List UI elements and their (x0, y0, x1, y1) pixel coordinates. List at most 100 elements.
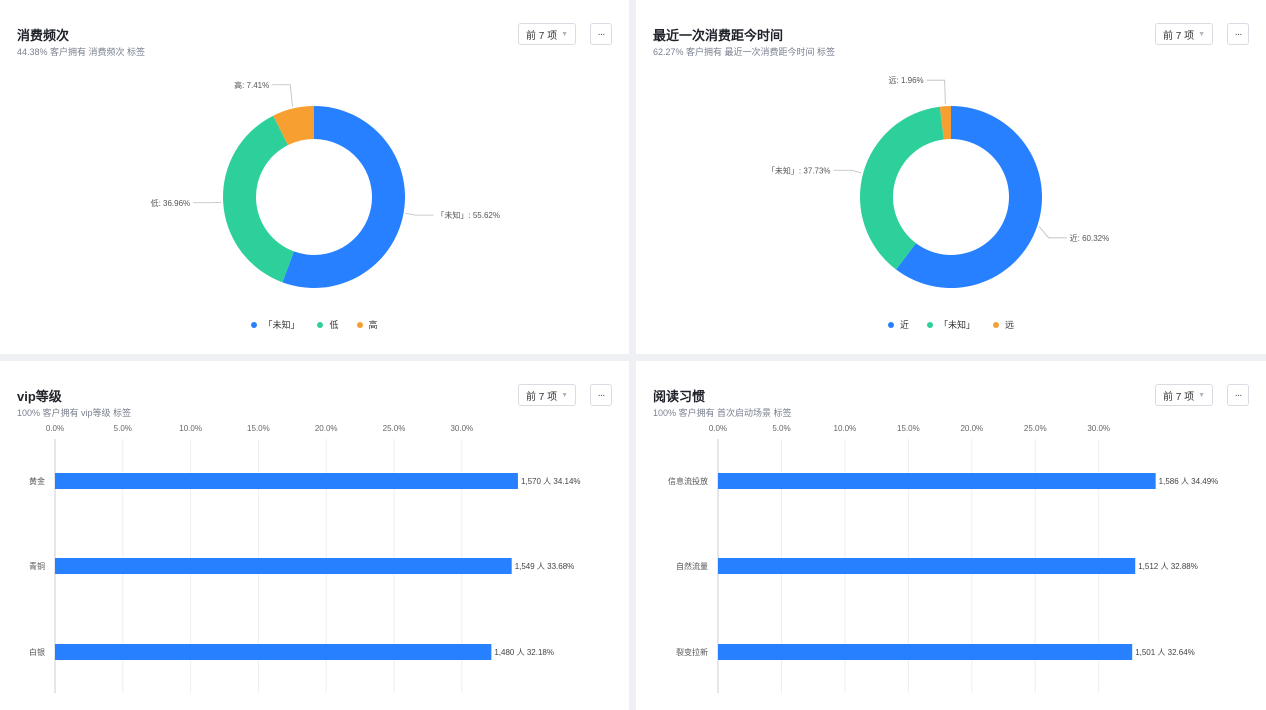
top-n-dropdown[interactable]: 前 7 项 ▼ (518, 384, 576, 406)
more-options-button[interactable]: ··· (590, 23, 612, 45)
card-title: 最近一次消费距今时间 (653, 28, 784, 43)
chevron-down-icon: ▼ (1198, 30, 1206, 38)
bar[interactable] (718, 644, 1133, 660)
bar[interactable] (55, 558, 512, 574)
card-title: 阅读习惯 (653, 389, 706, 404)
label-leader-line (193, 201, 222, 204)
x-tick-label: 10.0% (834, 424, 857, 433)
bar-value-label: 1,570 人 34.14% (521, 477, 581, 486)
more-options-button[interactable]: ··· (590, 384, 612, 406)
slice-label: 「未知」: 55.62% (436, 210, 500, 220)
bar-value-label: 1,586 人 34.49% (1159, 477, 1219, 486)
card-subtitle: 100% 客户拥有 首次启动场景 标签 (653, 408, 792, 418)
legend-label: 低 (329, 320, 339, 330)
legend-dot-icon (251, 321, 258, 328)
x-tick-label: 15.0% (247, 424, 270, 433)
top-n-dropdown[interactable]: 前 7 项 ▼ (1155, 23, 1213, 45)
top-n-dropdown[interactable]: 前 7 项 ▼ (1155, 384, 1213, 406)
slice-label: 高: 7.41% (234, 80, 269, 90)
x-tick-label: 30.0% (1087, 424, 1110, 433)
bar[interactable] (55, 644, 492, 660)
x-tick-label: 20.0% (315, 424, 338, 433)
x-tick-label: 15.0% (897, 424, 920, 433)
top-n-label: 前 7 项 (525, 391, 558, 403)
chevron-down-icon: ▼ (561, 391, 569, 399)
more-options-button[interactable]: ··· (1227, 384, 1249, 406)
bar-value-label: 1,512 人 32.88% (1138, 562, 1198, 571)
legend-item[interactable]: 高 (356, 318, 378, 331)
more-icon: ··· (1234, 28, 1243, 40)
category-label: 白银 (29, 647, 45, 657)
legend-item[interactable]: 「未知」 (926, 318, 975, 331)
card-reading-habits: 阅读习惯 100% 客户拥有 首次启动场景 标签 前 7 项 ▼ ··· 0.0… (636, 361, 1266, 710)
more-icon: ··· (597, 28, 606, 40)
bar-value-label: 1,501 人 32.64% (1135, 648, 1195, 657)
card-last-purchase-recency: 最近一次消费距今时间 62.27% 客户拥有 最近一次消费距今时间 标签 前 7… (636, 0, 1266, 354)
chevron-down-icon: ▼ (561, 30, 569, 38)
category-label: 青铜 (29, 561, 45, 571)
top-n-label: 前 7 项 (1162, 391, 1195, 403)
label-leader-line (926, 79, 946, 105)
bar-value-label: 1,549 人 33.68% (515, 562, 575, 571)
bar[interactable] (55, 473, 518, 489)
card-vip-level: vip等级 100% 客户拥有 vip等级 标签 前 7 项 ▼ ··· 0.0… (0, 361, 629, 710)
donut-slice[interactable] (273, 106, 314, 146)
donut-chart: 「未知」: 55.62% 低: 36.96% 高: 7.41% (151, 80, 500, 288)
label-leader-line (833, 169, 862, 174)
label-leader-line (272, 84, 293, 107)
slice-label: 近: 60.32% (1070, 233, 1110, 243)
slice-label: 低: 36.96% (151, 198, 191, 208)
legend-dot-icon (887, 321, 894, 328)
card-title: vip等级 (17, 389, 62, 404)
category-label: 信息流投放 (668, 476, 708, 486)
x-tick-label: 5.0% (114, 424, 132, 433)
card-consumption-frequency: 消费频次 44.38% 客户拥有 消费频次 标签 前 7 项 ▼ ··· 「未知… (0, 0, 629, 354)
legend-item[interactable]: 「未知」 (251, 318, 299, 331)
donut-slice[interactable] (939, 106, 951, 140)
legend-label: 远 (1005, 320, 1015, 330)
donut-slice[interactable] (860, 106, 944, 270)
label-leader-line (405, 212, 434, 216)
bar[interactable] (718, 558, 1136, 574)
top-n-dropdown[interactable]: 前 7 项 ▼ (518, 23, 576, 45)
legend-dot-icon (993, 321, 999, 328)
x-tick-label: 20.0% (960, 424, 983, 433)
top-n-label: 前 7 项 (525, 30, 558, 42)
legend-item[interactable]: 近 (887, 318, 909, 331)
slice-label: 远: 1.96% (889, 76, 924, 85)
top-n-label: 前 7 项 (1162, 30, 1195, 42)
x-tick-label: 10.0% (179, 424, 202, 433)
card-subtitle: 100% 客户拥有 vip等级 标签 (17, 408, 132, 418)
donut-slice[interactable] (896, 106, 1042, 288)
donut-chart: 近: 60.32% 「未知」: 37.73% 远: 1.96% (767, 76, 1110, 288)
bar[interactable] (718, 473, 1156, 489)
chevron-down-icon: ▼ (1198, 391, 1206, 399)
card-title: 消费频次 (17, 28, 70, 43)
x-tick-label: 0.0% (709, 424, 727, 433)
x-tick-label: 5.0% (772, 424, 790, 433)
slice-label: 「未知」: 37.73% (767, 165, 831, 175)
x-tick-label: 25.0% (1024, 424, 1047, 433)
legend-dot-icon (926, 321, 933, 328)
card-subtitle: 44.38% 客户拥有 消费频次 标签 (17, 47, 146, 57)
bar-chart: 0.0% 5.0% 10.0% 15.0% 20.0% 25.0% 30.0% 黄金 1,570… (29, 424, 581, 693)
label-leader-line (1038, 226, 1067, 239)
legend-label: 近 (899, 320, 909, 330)
x-tick-label: 25.0% (383, 424, 406, 433)
chart-legend: 近 「未知」 远 (636, 318, 1266, 331)
chart-legend: 「未知」 低 高 (0, 318, 629, 331)
donut-slice[interactable] (223, 115, 294, 283)
legend-dot-icon (317, 321, 324, 328)
legend-dot-icon (356, 321, 363, 328)
more-options-button[interactable]: ··· (1227, 23, 1249, 45)
legend-item[interactable]: 远 (993, 318, 1014, 331)
x-tick-label: 0.0% (46, 424, 64, 433)
x-tick-label: 30.0% (450, 424, 473, 433)
bar-value-label: 1,480 人 32.18% (494, 648, 554, 657)
donut-slice[interactable] (282, 106, 405, 288)
legend-item[interactable]: 低 (317, 318, 339, 331)
category-label: 裂变拉新 (676, 647, 708, 657)
legend-label: 「未知」 (938, 320, 975, 330)
card-subtitle: 62.27% 客户拥有 最近一次消费距今时间 标签 (653, 47, 836, 57)
